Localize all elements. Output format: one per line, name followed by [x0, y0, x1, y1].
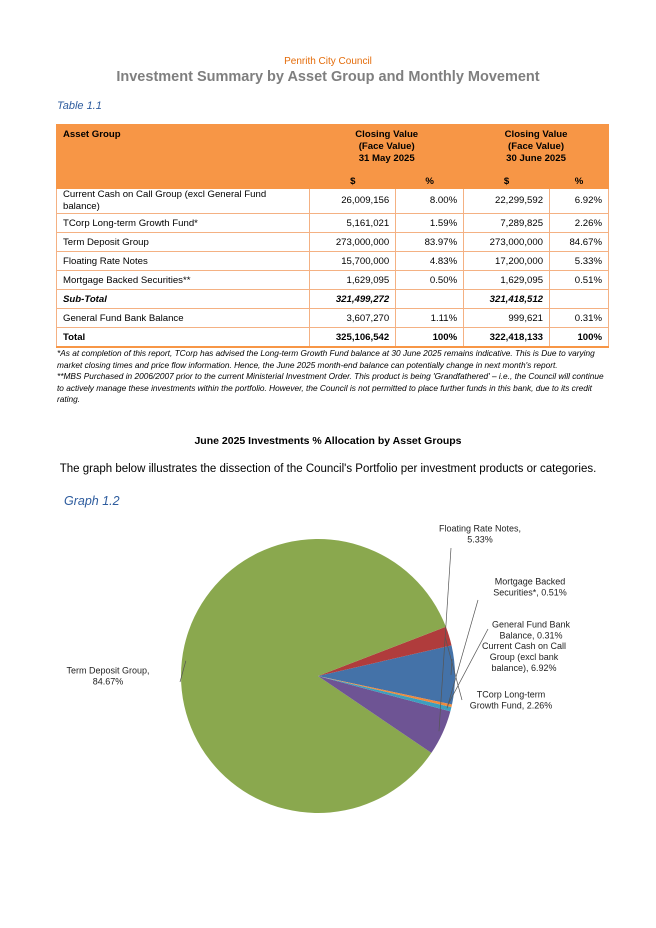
pie-slice-label: Floating Rate Notes, 5.33% — [439, 524, 521, 545]
june-value: 999,621 — [463, 308, 551, 328]
pie-slice-label: TCorp Long-term Growth Fund, 2.26% — [470, 690, 553, 711]
total-row: Total 325,106,542 100% 322,418,133 100% — [55, 327, 609, 348]
total-june-pct: 100% — [549, 327, 609, 348]
pie-leader-line — [438, 547, 452, 732]
june-pct: 0.31% — [549, 308, 609, 328]
table-footnotes: *As at completion of this report, TCorp … — [57, 348, 609, 406]
graph-caption: Graph 1.2 — [64, 494, 120, 508]
may-pct: 1.11% — [395, 308, 465, 328]
total-label: Total — [55, 327, 311, 348]
june-value: 22,299,592 — [463, 188, 551, 214]
table-row: TCorp Long-term Growth Fund* 5,161,021 1… — [55, 213, 609, 233]
pie-slice — [318, 676, 451, 753]
table-row: Term Deposit Group 273,000,000 83.97% 27… — [55, 232, 609, 252]
table-caption: Table 1.1 — [57, 100, 102, 112]
pie-slice-label: Mortgage Backed Securities*, 0.51% — [493, 577, 567, 598]
section-intro: The graph below illustrates the dissecti… — [59, 463, 597, 475]
total-may: 325,106,542 — [309, 327, 397, 348]
pie-slice — [318, 645, 455, 705]
footnote-mbs: **MBS Purchased in 2006/2007 prior to th… — [57, 371, 604, 404]
pie-slice — [318, 626, 452, 676]
subheader-june-pct: % — [549, 173, 609, 189]
pie-slice — [318, 676, 452, 712]
council-name: Penrith City Council — [284, 56, 372, 67]
subheader-may-pct: % — [395, 173, 465, 189]
general-fund-row: General Fund Bank Balance 3,607,270 1.11… — [55, 308, 609, 328]
col-asset-group: Asset Group — [55, 124, 311, 174]
pie-slice-label: Current Cash on Call Group (excl bank bala… — [482, 641, 566, 673]
table-row: Current Cash on Call Group (excl General… — [55, 188, 609, 214]
asset-name: General Fund Bank Balance — [55, 308, 311, 328]
investment-table: Asset Group Closing Value (Face Value) 31 … — [55, 124, 609, 348]
pie-slice — [180, 539, 446, 814]
may-value: 3,607,270 — [309, 308, 397, 328]
total-may-pct: 100% — [395, 327, 465, 348]
pie-leader-line — [447, 628, 489, 706]
col-june-header: Closing Value (Face Value) 30 June 2025 — [463, 124, 609, 174]
page-title: Investment Summary by Asset Group and Mo… — [116, 69, 540, 85]
section-heading: June 2025 Investments % Allocation by As… — [194, 435, 462, 447]
pie-slice-label: General Fund Bank Balance, 0.31% — [492, 620, 571, 641]
footnote-tcorp: *As at completion of this report, TCorp … — [57, 348, 595, 370]
pie-slice-label: Term Deposit Group, 84.67% — [66, 666, 149, 687]
subheader-may-dollar: $ — [309, 173, 397, 189]
col-may-header: Closing Value (Face Value) 31 May 2025 — [309, 124, 465, 174]
table-row: Floating Rate Notes 15,700,000 4.83% 17,… — [55, 251, 609, 271]
pie-slice — [318, 676, 453, 708]
may-value: 26,009,156 — [309, 188, 397, 214]
subtotal-row: Sub-Total 321,499,272 321,418,512 — [55, 289, 609, 309]
pie-leader-line — [179, 660, 187, 683]
table-row: Mortgage Backed Securities** 1,629,095 0… — [55, 270, 609, 290]
asset-name: Current Cash on Call Group (excl General… — [55, 188, 311, 214]
pie-leader-line — [446, 599, 479, 709]
pie-leader-line — [444, 637, 463, 701]
